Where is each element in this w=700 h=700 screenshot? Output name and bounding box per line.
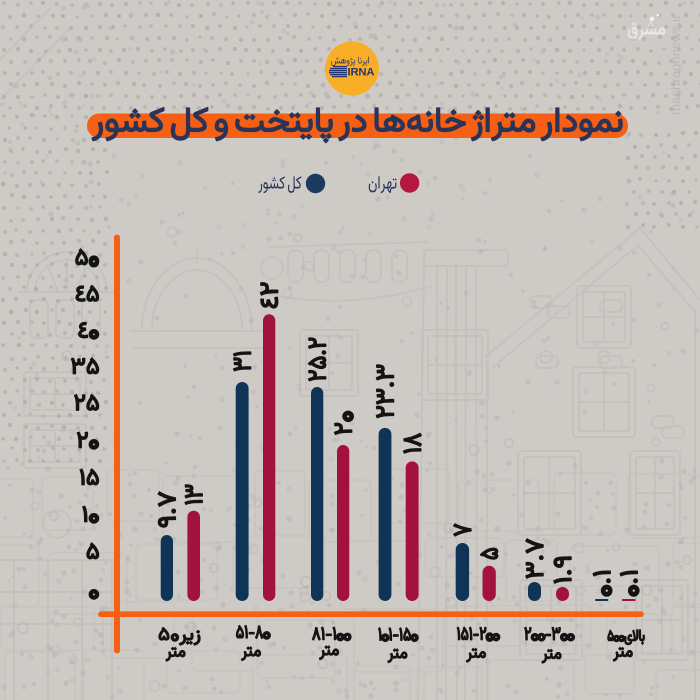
svg-text:mashreghnews.ir: mashreghnews.ir xyxy=(668,14,683,115)
svg-text:IRNA: IRNA xyxy=(348,66,375,78)
